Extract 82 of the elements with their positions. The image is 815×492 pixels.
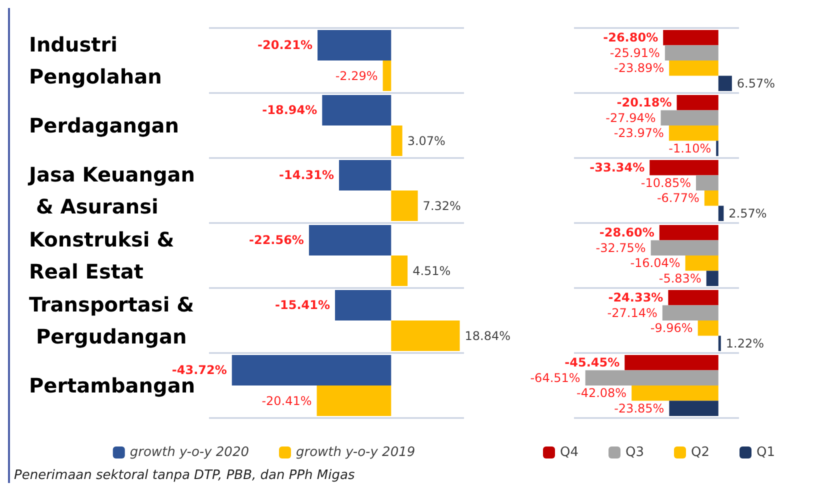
data-label: -1.10% [668,141,712,156]
bar [668,290,718,306]
data-label: -16.04% [630,256,680,270]
data-label: -33.34% [590,160,645,175]
data-label: -64.51% [530,370,580,385]
bar [585,370,718,386]
bar [632,386,718,401]
bar [685,256,718,271]
data-label: -42.08% [576,386,627,400]
data-label: -27.94% [606,110,656,125]
data-label: -23.89% [614,61,664,76]
bar [718,206,724,222]
data-label: 6.57% [736,76,776,90]
data-label: -23.85% [614,401,664,416]
bar [624,354,718,370]
bar [316,386,392,416]
bar [650,240,718,256]
data-label: -14.31% [279,168,334,182]
bar [335,290,392,320]
data-label: -20.21% [258,38,313,52]
data-label: -45.45% [564,356,620,370]
legend-label: growth y-o-y 2019 [296,445,416,460]
data-label: -9.96% [650,321,693,336]
data-label: -24.33% [608,290,664,305]
bar [339,160,392,190]
bar [696,175,718,190]
bar [391,190,418,222]
legend-label: Q3 [625,445,644,460]
data-label: -10.85% [640,176,691,190]
legend-label: growth y-o-y 2020 [130,445,250,460]
data-label: 7.32% [422,198,461,213]
data-label: 3.07% [407,134,446,148]
data-label: 4.51% [412,264,451,278]
data-label: -18.94% [262,103,318,118]
data-label: -23.97% [614,126,664,140]
y-tick-label: Transportasi & Pergudangan [29,292,194,348]
data-label: 2.57% [728,206,767,220]
bar [676,94,718,110]
legend-label: Q2 [691,445,710,460]
data-label: -22.56% [248,233,304,248]
data-label: 18.84% [464,328,511,343]
bar [391,256,408,286]
y-tick-label: Jasa Keuangan & Asuransi [27,162,196,218]
bar [391,320,460,352]
data-label: -5.83% [658,271,702,286]
bar [650,160,718,176]
bar [318,30,392,60]
data-label: -26.80% [603,30,658,45]
bar [718,336,721,352]
bar [669,400,718,416]
data-label: -15.41% [275,298,330,312]
bar [662,305,718,320]
bar [322,94,392,126]
bar [706,270,718,286]
bar [698,320,718,336]
bar [668,126,718,141]
y-tick-label: Industri Pengolahan [29,32,162,88]
bar [232,354,392,386]
legend-label: Q1 [756,445,776,460]
bar [669,60,718,76]
bar [391,126,402,156]
data-label: -2.29% [335,68,378,83]
data-label: -32.75% [596,240,646,255]
text: Penerimaan sektoral tanpa DTP, PBB, dan PPh Migas [14,468,356,483]
data-label: -28.60% [599,226,654,240]
y-tick-label: Konstruksi & Real Estat [29,228,182,284]
data-label: 1.22% [726,336,764,350]
bar [718,76,732,92]
bar [660,110,718,126]
bar [308,224,392,256]
data-label: -20.41% [262,394,312,408]
bar [659,224,718,240]
data-label: -6.77% [656,191,700,206]
data-label: -20.18% [616,96,672,110]
bar [664,45,718,60]
bar [704,190,718,206]
bar [663,30,718,46]
data-label: -25.91% [610,46,660,60]
legend-label: Q4 [560,445,579,460]
data-label: -27.14% [607,306,658,320]
bar [382,60,392,92]
y-tick-label: Perdagangan [29,114,179,138]
